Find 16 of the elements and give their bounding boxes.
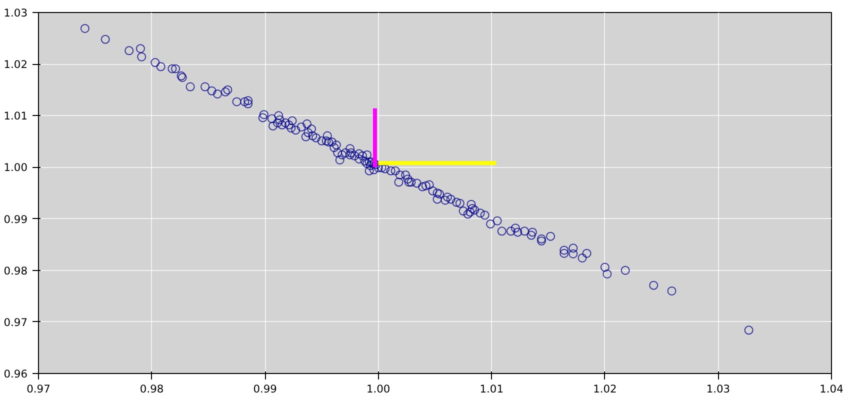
x-tick-label: 1.04 [820,382,844,396]
y-tick-label: 1.03 [4,6,28,20]
x-tick-label: 1.00 [366,382,390,396]
y-tick-label: 1.02 [4,58,28,72]
x-tick-label: 1.02 [593,382,617,396]
y-tick-label: 0.96 [4,368,28,380]
y-tick-label: 0.99 [4,212,28,226]
y-tick-label: 1.01 [4,110,28,123]
x-tick-label: 1.01 [480,382,504,396]
x-tick-label: 0.97 [26,382,50,396]
x-tick-label: 1.03 [706,382,730,396]
x-tick-label: 0.99 [253,382,278,396]
y-tick-label: 0.98 [4,264,28,278]
x-tick-label: 0.98 [140,382,164,396]
y-tick-label: 1.00 [4,161,28,174]
y-tick-label: 0.97 [4,316,28,329]
